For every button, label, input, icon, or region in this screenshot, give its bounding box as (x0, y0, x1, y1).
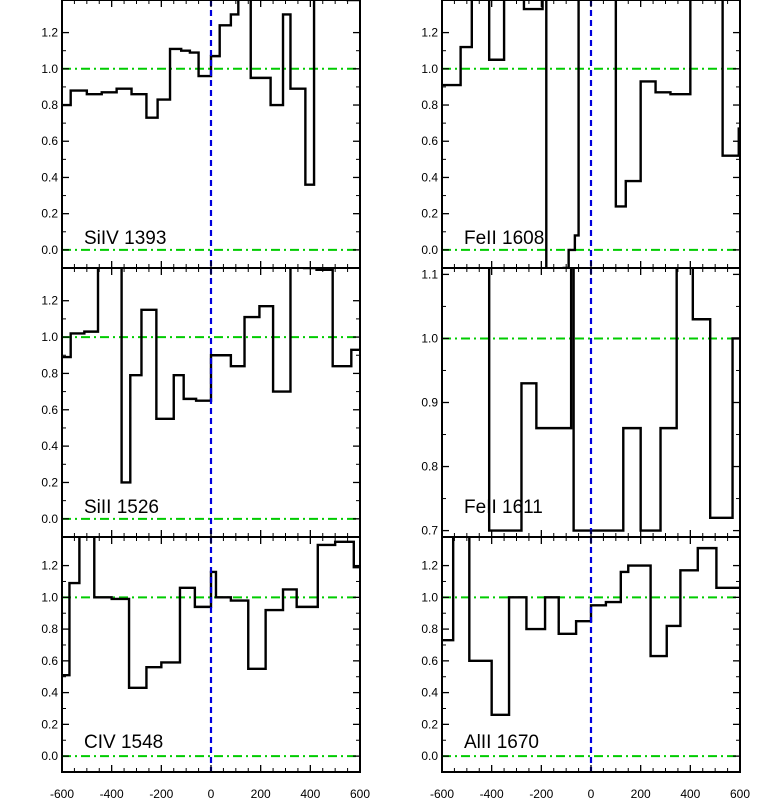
panel-6-xtick-label: 400 (680, 787, 700, 801)
panel-6-ytick-label: 0.2 (421, 717, 438, 731)
panel-6-ytick-label: 0.6 (421, 654, 438, 668)
panel-6-xtick-label: 600 (730, 787, 750, 801)
panel-5-ytick-label: 0.4 (41, 686, 58, 700)
panel-6-xtick-label: -200 (529, 787, 553, 801)
panel-4-plot-area (442, 268, 740, 537)
panel-3-ytick-label: 0.8 (41, 366, 58, 380)
panel-5-xtick-label: 600 (350, 787, 370, 801)
panel-6-ytick-label: 0.8 (421, 622, 438, 636)
panel-6-ytick-label: 0.0 (421, 749, 438, 763)
panel-1-ytick-label: 0.8 (41, 98, 58, 112)
panel-1: 0.0 0.2 0.4 0.6 0.8 1.0 1.2 SiIV 1393 (41, 0, 361, 269)
panel-3-ytick-label: 1.2 (41, 294, 58, 308)
panel-5-ytick-label: 0.0 (41, 749, 58, 763)
panel-6-xtick-label: -400 (480, 787, 504, 801)
panel-5-xtick-label: 400 (300, 787, 320, 801)
panel-2-flux-series (442, 0, 740, 268)
panel-4-flux-series (487, 268, 740, 532)
panel-6-ytick-label: 1.2 (421, 559, 438, 573)
panel-3-ytick-label: 1.0 (41, 330, 58, 344)
panel-1-ion-label: SiIV 1393 (84, 228, 166, 249)
panel-6-ion-label: AlII 1670 (464, 732, 539, 753)
panel-5-xtick-label: -600 (50, 787, 74, 801)
panel-1-flux-series (62, 0, 360, 186)
panel-2-ytick-label: 0.4 (421, 170, 438, 184)
panel-6-ytick-label: 1.0 (421, 590, 438, 604)
panel-1-ytick-label: 1.2 (41, 26, 58, 40)
panel-4: 0.7 0.8 0.9 1.0 1.1 FeII 1611 (421, 267, 741, 538)
panel-4-ytick-label: 0.8 (421, 460, 438, 474)
panel-3: 0.0 0.2 0.4 0.6 0.8 1.0 1.2 SiII 1526 (41, 267, 361, 538)
panel-5-ytick-label: 1.0 (41, 590, 58, 604)
panel-4-ion-label: FeII 1611 (464, 497, 543, 518)
panel-6-xtick-label: 200 (631, 787, 651, 801)
panel-2-ytick-label: 0.2 (421, 207, 438, 221)
panel-3-ion-label: SiII 1526 (84, 497, 159, 518)
panel-6-flux-series (442, 537, 740, 717)
panel-6-plot-area (442, 537, 740, 772)
panel-3-ytick-label: 0.6 (41, 403, 58, 417)
panel-5-xtick-label: 200 (251, 787, 271, 801)
panel-4-ytick-label: 1.0 (421, 331, 438, 345)
panel-2-ion-label: FeII 1608 (464, 228, 544, 249)
panel-5-ion-label: CIV 1548 (84, 732, 163, 753)
panel-5-ytick-label: 1.2 (41, 559, 58, 573)
panel-5-ytick-label: 0.8 (41, 622, 58, 636)
panel-3-ytick-label: 0.2 (41, 475, 58, 489)
panel-2-ytick-label: 1.2 (421, 26, 438, 40)
panel-6-ytick-label: 0.4 (421, 686, 438, 700)
panel-1-ytick-label: 0.6 (41, 134, 58, 148)
panel-2-ytick-label: 0.0 (421, 243, 438, 257)
panel-2-plot-area (442, 0, 740, 268)
panel-6: 0.0 0.2 0.4 0.6 0.8 1.0 1.2 -600 -400 -200 0 200 400… (421, 536, 750, 801)
panel-2-ytick-label: 0.6 (421, 134, 438, 148)
panel-3-ytick-label: 0.4 (41, 439, 58, 453)
panel-4-ytick-label: 1.1 (421, 267, 438, 281)
panel-4-ytick-label: 0.7 (421, 524, 438, 538)
panel-1-ytick-label: 1.0 (41, 62, 58, 76)
panel-5: 0.0 0.2 0.4 0.6 0.8 1.0 1.2 -600 -400 -200 0 200 400… (41, 536, 370, 801)
panel-6-xtick-label: 0 (588, 787, 595, 801)
panel-1-ytick-label: 0.0 (41, 243, 58, 257)
panel-5-plot-area (62, 537, 360, 772)
panel-6-xtick-label: -600 (430, 787, 454, 801)
panel-2-ytick-label: 0.8 (421, 98, 438, 112)
panel-2-ytick-label: 1.0 (421, 62, 438, 76)
panel-1-ytick-label: 0.4 (41, 170, 58, 184)
panel-5-ytick-label: 0.6 (41, 654, 58, 668)
panel-5-ytick-label: 0.2 (41, 717, 58, 731)
panel-5-xtick-label: 0 (208, 787, 215, 801)
panel-3-ytick-label: 0.0 (41, 512, 58, 526)
panel-1-ytick-label: 0.2 (41, 207, 58, 221)
panel-2: 0.0 0.2 0.4 0.6 0.8 1.0 1.2 FeII 1608 (421, 0, 741, 269)
panel-3-flux-series (62, 268, 360, 484)
panel-4-ytick-label: 0.9 (421, 396, 438, 410)
panel-5-xtick-label: -400 (100, 787, 124, 801)
panel-5-xtick-label: -200 (149, 787, 173, 801)
panel-3-plot-area (62, 268, 360, 537)
panel-1-plot-area (62, 0, 360, 268)
